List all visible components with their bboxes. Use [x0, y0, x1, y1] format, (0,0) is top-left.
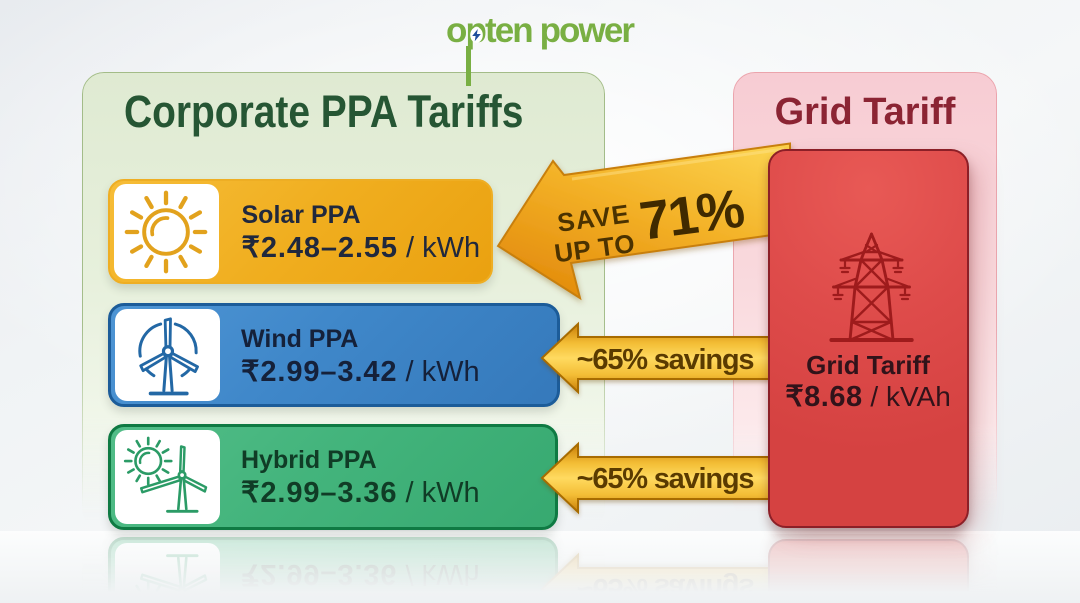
svg-text:~65% savings: ~65% savings [577, 463, 754, 495]
svg-text:~65% savings: ~65% savings [577, 344, 754, 376]
svg-text:71%: 71% [636, 178, 747, 251]
